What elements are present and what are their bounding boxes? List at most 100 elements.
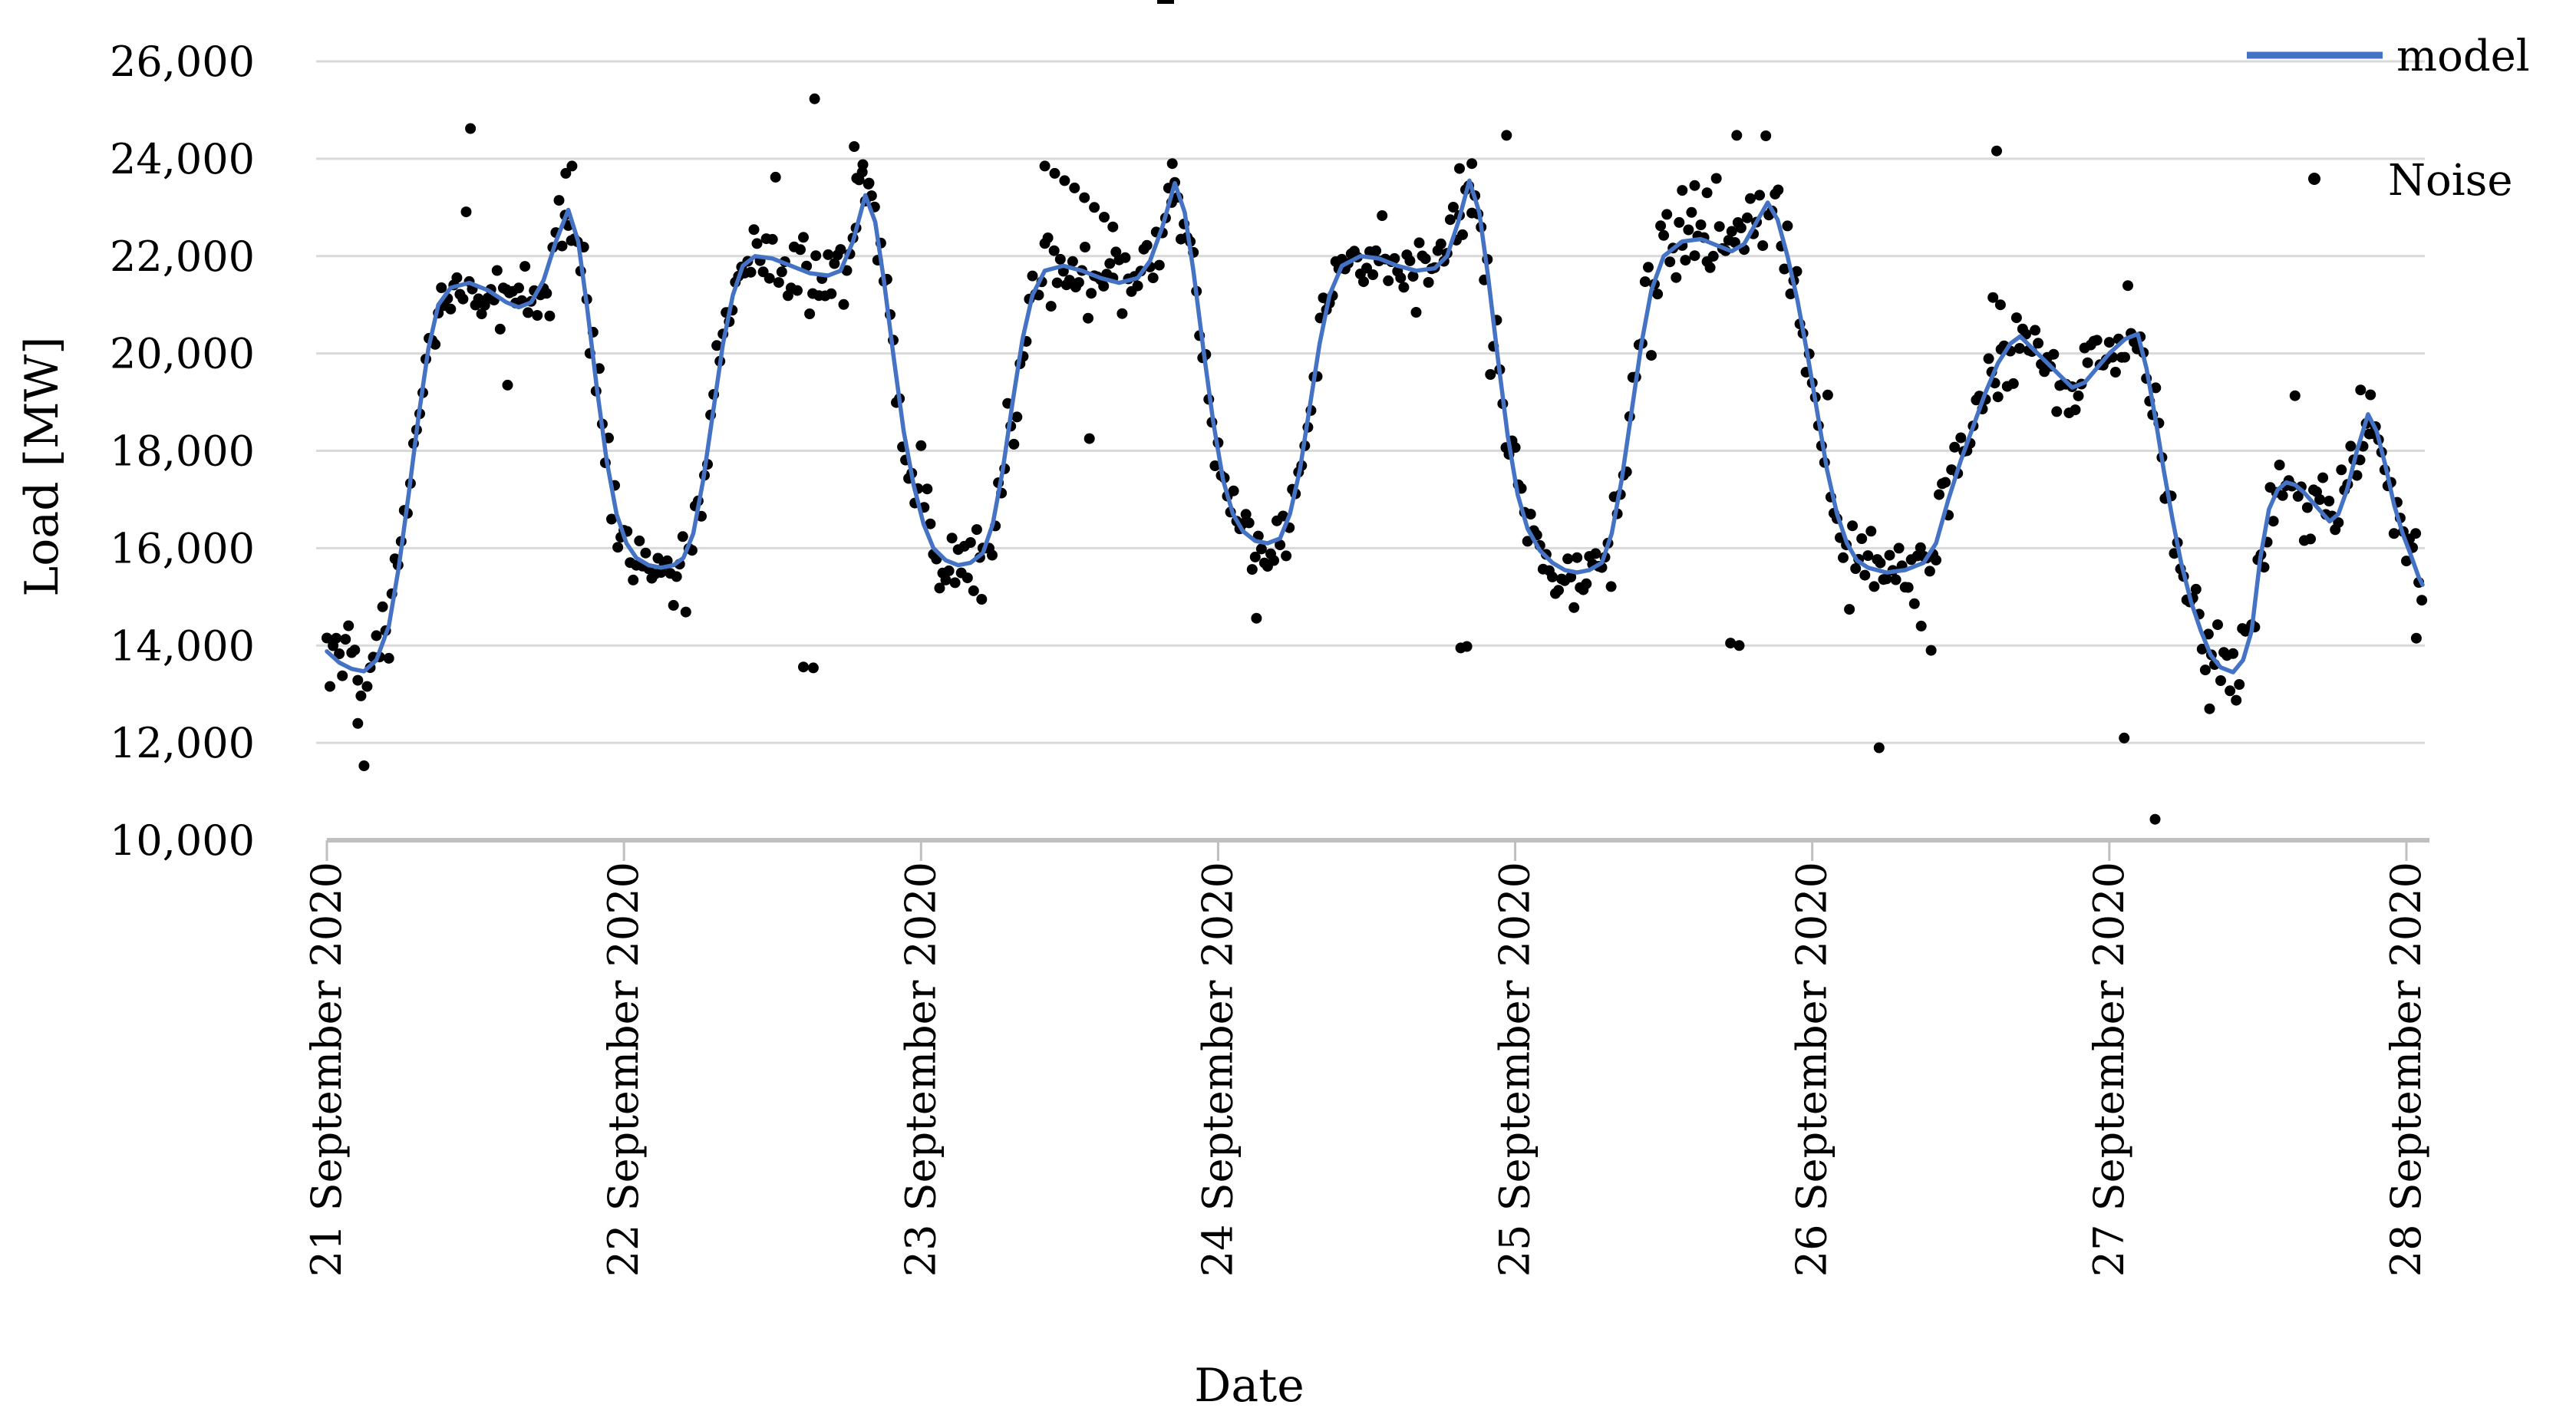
noise-outlier-point: [1069, 182, 1080, 193]
noise-point: [1120, 252, 1131, 263]
noise-point: [2324, 496, 2335, 506]
noise-point: [1572, 552, 1583, 563]
noise-point: [494, 323, 506, 335]
noise-point: [1931, 554, 1941, 566]
noise-outlier-point: [1454, 163, 1465, 174]
noise-point: [2351, 470, 2363, 481]
noise-outlier-point: [1461, 641, 1473, 652]
noise-point: [1395, 272, 1407, 284]
x-tick-label: 24 September 2020: [1193, 862, 1242, 1277]
noise-point: [1707, 250, 1719, 262]
noise-outlier-point: [465, 123, 477, 134]
noise-point: [1249, 551, 1261, 562]
noise-point: [1209, 460, 1221, 471]
noise-point: [1008, 438, 1020, 450]
noise-point: [1782, 220, 1793, 232]
noise-point: [823, 249, 834, 260]
noise-point: [445, 303, 457, 315]
noise-point: [2228, 648, 2239, 659]
noise-point: [2202, 628, 2214, 640]
noise-point: [1240, 509, 1252, 520]
noise-outlier-point: [1701, 187, 1713, 199]
noise-point: [1983, 353, 1994, 364]
y-tick-label: 26,000: [110, 38, 255, 86]
noise-point: [810, 250, 822, 262]
noise-point: [628, 574, 639, 585]
noise-point: [1865, 526, 1877, 537]
x-tick-label: 21 September 2020: [302, 862, 351, 1277]
noise-outlier-point: [1994, 299, 2006, 311]
noise-point: [1132, 280, 1143, 292]
y-axis-title: Load [MW]: [15, 336, 69, 596]
noise-point: [1674, 216, 1685, 228]
noise-point: [1398, 282, 1410, 293]
noise-point: [1054, 253, 1066, 265]
noise-point: [1562, 553, 1574, 565]
noise-point: [343, 620, 355, 632]
x-tick-label: 22 September 2020: [599, 862, 648, 1277]
noise-point: [2277, 490, 2288, 501]
noise-outlier-point: [1049, 167, 1060, 179]
x-tick-labels-layer: 21 September 2020 22 September 2020 23 Sep…: [302, 862, 2430, 1277]
noise-point: [1884, 549, 1895, 561]
noise-outlier-point: [798, 661, 809, 673]
noise-point: [1420, 253, 1431, 265]
noise-point: [2305, 533, 2316, 545]
noise-point: [866, 190, 877, 202]
noise-point: [2301, 502, 2313, 513]
y-tick-labels-layer: 26,000 24,000 22,000 20,000 18,000 16,000 14,0…: [110, 38, 255, 865]
noise-point: [1404, 255, 1416, 266]
noise-point: [2190, 583, 2202, 595]
noise-point: [1893, 543, 1905, 554]
x-tick-label: 28 September 2020: [2382, 862, 2430, 1277]
noise-point: [1246, 564, 1258, 575]
noise-point: [2215, 675, 2226, 686]
noise-point: [2073, 390, 2084, 401]
noise-point: [377, 601, 388, 612]
noise-point: [2292, 490, 2304, 502]
noise-point: [748, 224, 760, 236]
noise-point: [2196, 643, 2208, 655]
noise-outlier-point: [1731, 130, 1743, 141]
noise-point: [1713, 221, 1725, 233]
noise-point: [1423, 277, 1434, 288]
noise-point: [671, 571, 682, 582]
noise-point: [1869, 581, 1880, 592]
noise-point: [2048, 348, 2060, 360]
noise-point: [1915, 542, 1926, 553]
noise-point: [1413, 237, 1425, 249]
noise-point: [1710, 173, 1722, 184]
noise-point: [770, 171, 781, 183]
noise-point: [1370, 245, 1382, 256]
noise-point: [1934, 489, 1944, 500]
y-tick-label: 14,000: [110, 622, 255, 670]
noise-point: [436, 282, 447, 293]
noise-point: [940, 574, 952, 585]
noise-point: [457, 293, 469, 305]
noise-point: [1407, 271, 1419, 282]
noise-point: [1924, 566, 1935, 577]
noise-point: [2410, 528, 2422, 539]
noise-point: [773, 277, 784, 289]
x-tick-label: 26 September 2020: [1788, 862, 1836, 1277]
noise-point: [1509, 442, 1521, 453]
noise-point: [1083, 312, 1093, 324]
noise-point: [968, 585, 979, 596]
noise-outlier-point: [352, 717, 364, 729]
noise-point: [460, 206, 472, 218]
noise-point: [2122, 280, 2133, 292]
noise-point: [358, 760, 370, 771]
noise-point: [1565, 572, 1577, 582]
noise-outlier-point: [807, 662, 819, 674]
noise-point: [491, 265, 503, 276]
noise-point: [1757, 240, 1769, 252]
noise-point: [1042, 233, 1054, 243]
noise-point: [2333, 517, 2344, 529]
noise-point: [325, 681, 335, 692]
noise-point: [1073, 277, 1084, 289]
noise-outlier-point: [1089, 202, 1100, 213]
noise-outlier-point: [1991, 145, 2002, 157]
noise-point: [1522, 536, 1533, 547]
noise-point: [2119, 351, 2130, 363]
